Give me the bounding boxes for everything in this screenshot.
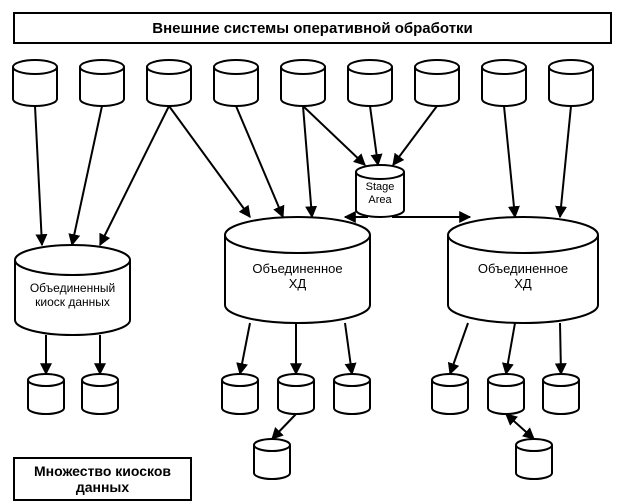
cylinder-b1 — [28, 374, 64, 414]
cylinder-c4 — [214, 60, 258, 106]
edge-c3-wh1 — [169, 106, 250, 217]
cylinder-c9 — [549, 60, 593, 106]
cylinder-c6 — [348, 60, 392, 106]
edge-c7-stage — [393, 106, 437, 165]
cylinder-c3 — [147, 60, 191, 106]
cylinder-b5 — [334, 374, 370, 414]
cylinder-b7 — [488, 374, 524, 414]
edge-wh2-b8 — [560, 323, 561, 374]
cylinder-b2 — [82, 374, 118, 414]
edge-c9-wh2 — [560, 106, 571, 217]
edge-c1-kiosk — [35, 106, 42, 245]
edge-c3-kiosk — [100, 106, 169, 245]
cylinder-c8 — [482, 60, 526, 106]
edge-wh1-b3 — [240, 323, 250, 374]
cylinder-b4 — [278, 374, 314, 414]
cylinder-b3 — [222, 374, 258, 414]
edge-c5-stage — [303, 106, 365, 165]
edge-c2-kiosk — [72, 106, 102, 245]
edge-wh2-b6 — [450, 323, 468, 374]
edge-c4-wh1 — [236, 106, 283, 217]
edge-c5-wh1 — [303, 106, 312, 217]
edge-b4-b9 — [272, 414, 296, 439]
cylinder-kiosk — [15, 245, 130, 335]
cylinder-c1 — [13, 60, 57, 106]
cylinder-stage — [356, 165, 404, 217]
cylinder-c5 — [281, 60, 325, 106]
cylinder-c2 — [80, 60, 124, 106]
cylinder-b10 — [516, 439, 552, 479]
edge-wh2-b7 — [506, 323, 515, 374]
diagram-canvas — [0, 0, 620, 501]
edge-b7-b10 — [506, 414, 534, 439]
cylinder-wh1 — [225, 217, 370, 323]
cylinder-b6 — [432, 374, 468, 414]
edge-wh1-b5 — [345, 323, 352, 374]
cylinder-b8 — [543, 374, 579, 414]
edge-c6-stage — [370, 106, 378, 165]
edge-c8-wh2 — [504, 106, 515, 217]
cylinder-wh2 — [448, 217, 598, 323]
cylinder-c7 — [415, 60, 459, 106]
cylinder-b9 — [254, 439, 290, 479]
